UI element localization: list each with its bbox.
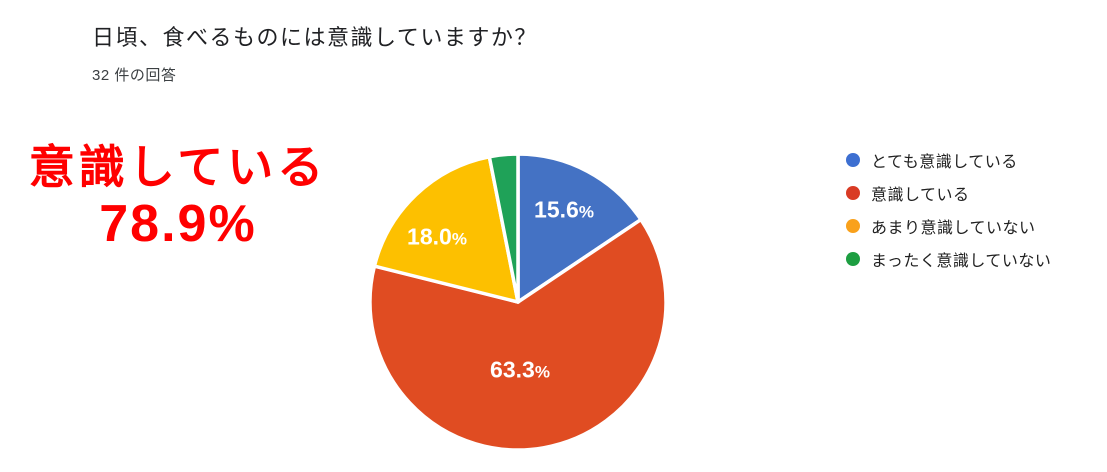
pie-data-label-value: 18.0: [407, 223, 452, 250]
legend-dot-icon: [846, 186, 860, 200]
annotation-value: 78.9%: [99, 195, 257, 254]
pie-data-label-percent-sign: %: [451, 229, 467, 249]
pie-slice-1[interactable]: [516, 152, 643, 304]
legend-label: 意識している: [871, 187, 970, 204]
pie-data-label-percent-sign: %: [578, 202, 594, 222]
pie-data-label-value: 15.6: [534, 196, 579, 223]
annotation-label: 意識している: [28, 141, 328, 193]
chart-title: 日頃、食べるものには意識していますか？: [92, 25, 538, 50]
pie-chart: 15.6% 63.3% 18.0%: [368, 152, 668, 452]
response-count: 32 件の回答: [92, 67, 177, 84]
pie-data-label-1: 15.6%: [534, 197, 594, 224]
pie-data-label-percent-sign: %: [534, 362, 550, 382]
legend-dot-icon: [846, 153, 860, 167]
legend-label: とても意識している: [871, 154, 1018, 171]
legend-item-4: まったく意識していない: [846, 247, 1051, 271]
legend-item-1: とても意識している: [846, 148, 1051, 172]
legend-dot-icon: [846, 219, 860, 233]
pie-slice-3[interactable]: [372, 155, 520, 304]
annotation-overlay: 意識している 78.9%: [0, 140, 356, 256]
chart-legend: とても意識している 意識しているあまり意識していない まったく意識していない: [846, 148, 1051, 271]
legend-item-2: 意識している: [846, 181, 1051, 205]
pie-slice-2[interactable]: [368, 217, 668, 452]
legend-label: まったく意識していない: [871, 253, 1052, 270]
pie-data-label-value: 63.3: [490, 356, 535, 383]
legend-item-3: あまり意識していない: [846, 214, 1051, 238]
pie-data-label-3: 18.0%: [407, 224, 467, 251]
legend-label: あまり意識していない: [871, 220, 1036, 237]
pie-svg: [368, 152, 668, 452]
pie-data-label-2: 63.3%: [490, 357, 550, 384]
legend-dot-icon: [846, 252, 860, 266]
pie-slice-4[interactable]: [487, 152, 520, 304]
